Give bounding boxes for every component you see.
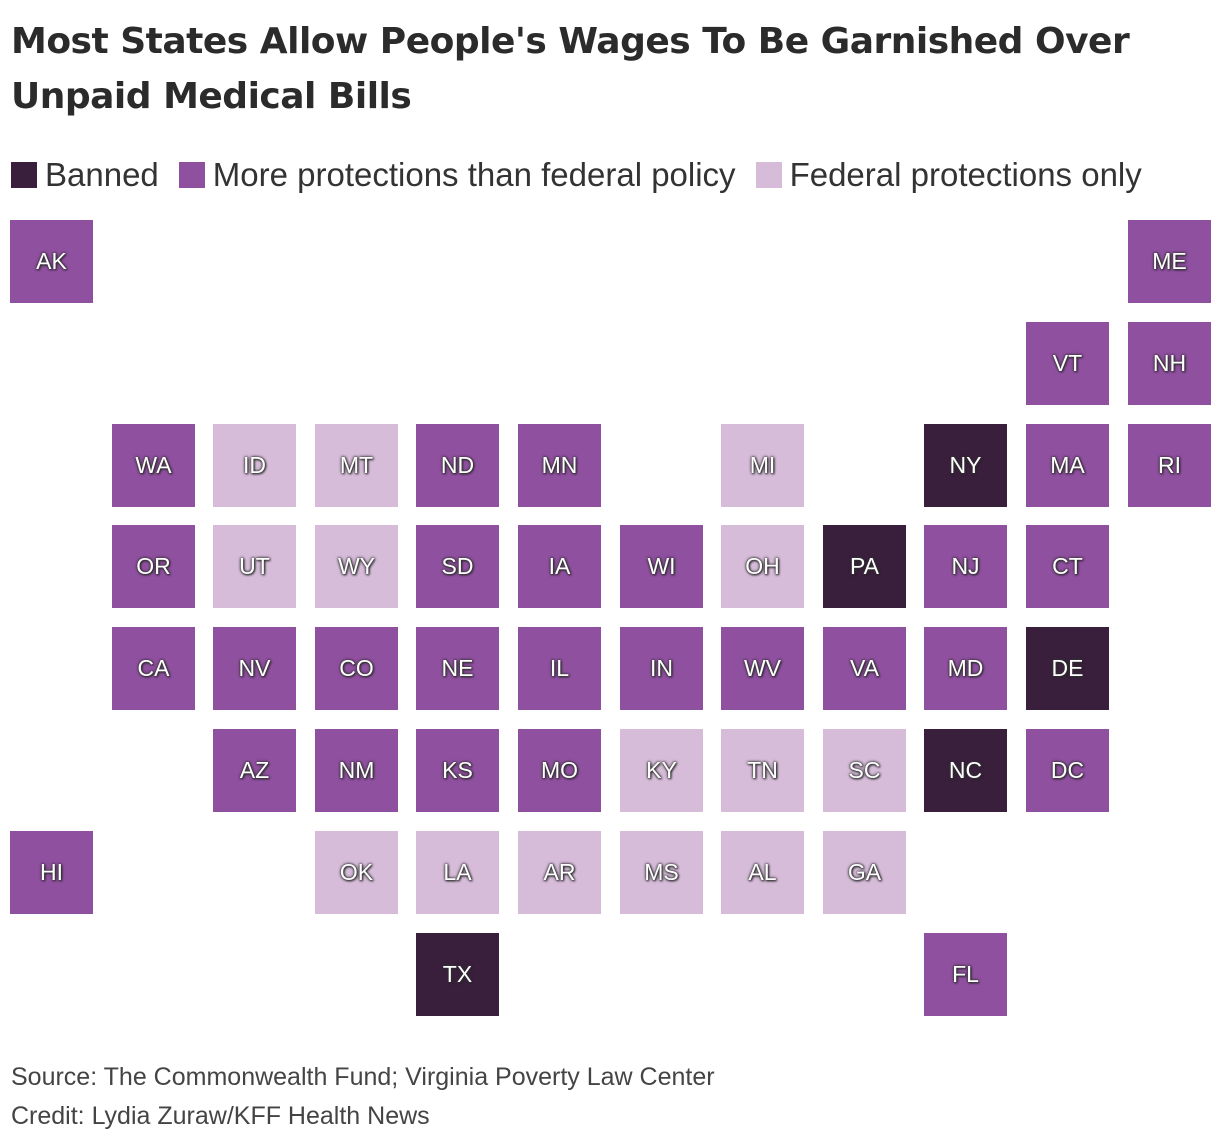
state-tile-nm[interactable]: NM bbox=[315, 729, 398, 812]
state-tile-il[interactable]: IL bbox=[518, 627, 601, 710]
state-tile-md[interactable]: MD bbox=[924, 627, 1007, 710]
state-tile-nd[interactable]: ND bbox=[416, 424, 499, 507]
state-tile-nh[interactable]: NH bbox=[1128, 322, 1211, 405]
state-tile-me[interactable]: ME bbox=[1128, 220, 1211, 303]
state-tile-ri[interactable]: RI bbox=[1128, 424, 1211, 507]
state-tile-wa[interactable]: WA bbox=[112, 424, 195, 507]
legend-label-more-protections: More protections than federal policy bbox=[212, 156, 736, 193]
state-tile-ky[interactable]: KY bbox=[620, 729, 703, 812]
state-tile-wv[interactable]: WV bbox=[721, 627, 804, 710]
state-tile-nv[interactable]: NV bbox=[213, 627, 296, 710]
state-tile-hi[interactable]: HI bbox=[10, 831, 93, 914]
chart-title: Most States Allow People's Wages To Be G… bbox=[11, 21, 1130, 117]
state-tile-sd[interactable]: SD bbox=[416, 525, 499, 608]
state-tile-ne[interactable]: NE bbox=[416, 627, 499, 710]
legend-label-banned: Banned bbox=[45, 156, 159, 193]
state-tile-wi[interactable]: WI bbox=[620, 525, 703, 608]
state-tile-ar[interactable]: AR bbox=[518, 831, 601, 914]
state-tile-sc[interactable]: SC bbox=[823, 729, 906, 812]
legend-swatch-banned bbox=[11, 162, 37, 188]
legend-swatch-more-protections bbox=[178, 162, 205, 188]
legend-item-banned: Banned bbox=[11, 156, 159, 194]
state-tile-az[interactable]: AZ bbox=[213, 729, 296, 812]
state-tile-mi[interactable]: MI bbox=[721, 424, 804, 507]
legend: Banned More protections than federal pol… bbox=[11, 152, 1162, 198]
state-tile-ca[interactable]: CA bbox=[112, 627, 195, 710]
state-tile-tx[interactable]: TX bbox=[416, 933, 499, 1016]
footer: Source: The Commonwealth Fund; Virginia … bbox=[11, 1058, 715, 1136]
state-tile-al[interactable]: AL bbox=[721, 831, 804, 914]
state-tile-oh[interactable]: OH bbox=[721, 525, 804, 608]
state-tile-ct[interactable]: CT bbox=[1026, 525, 1109, 608]
state-tile-id[interactable]: ID bbox=[213, 424, 296, 507]
state-tile-or[interactable]: OR bbox=[112, 525, 195, 608]
state-tile-nc[interactable]: NC bbox=[924, 729, 1007, 812]
legend-label-federal-only: Federal protections only bbox=[789, 156, 1142, 193]
state-tile-la[interactable]: LA bbox=[416, 831, 499, 914]
state-tile-dc[interactable]: DC bbox=[1026, 729, 1109, 812]
state-tile-ga[interactable]: GA bbox=[823, 831, 906, 914]
state-tile-co[interactable]: CO bbox=[315, 627, 398, 710]
legend-swatch-federal-only bbox=[755, 162, 782, 188]
state-tile-va[interactable]: VA bbox=[823, 627, 906, 710]
state-tile-nj[interactable]: NJ bbox=[924, 525, 1007, 608]
credit-note: Credit: Lydia Zuraw/KFF Health News bbox=[11, 1102, 430, 1130]
state-tile-ok[interactable]: OK bbox=[315, 831, 398, 914]
state-tile-de[interactable]: DE bbox=[1026, 627, 1109, 710]
state-tile-ks[interactable]: KS bbox=[416, 729, 499, 812]
state-tile-in[interactable]: IN bbox=[620, 627, 703, 710]
state-tile-ms[interactable]: MS bbox=[620, 831, 703, 914]
state-tile-mn[interactable]: MN bbox=[518, 424, 601, 507]
legend-item-federal-only: Federal protections only bbox=[755, 156, 1142, 194]
state-tile-tn[interactable]: TN bbox=[721, 729, 804, 812]
state-tile-wy[interactable]: WY bbox=[315, 525, 398, 608]
state-tile-mo[interactable]: MO bbox=[518, 729, 601, 812]
state-tile-ak[interactable]: AK bbox=[10, 220, 93, 303]
legend-item-more-protections: More protections than federal policy bbox=[178, 156, 736, 194]
state-tile-ma[interactable]: MA bbox=[1026, 424, 1109, 507]
state-tile-ut[interactable]: UT bbox=[213, 525, 296, 608]
state-tile-pa[interactable]: PA bbox=[823, 525, 906, 608]
state-tile-mt[interactable]: MT bbox=[315, 424, 398, 507]
state-tile-fl[interactable]: FL bbox=[924, 933, 1007, 1016]
state-tile-ny[interactable]: NY bbox=[924, 424, 1007, 507]
state-tile-vt[interactable]: VT bbox=[1026, 322, 1109, 405]
state-tile-ia[interactable]: IA bbox=[518, 525, 601, 608]
source-note: Source: The Commonwealth Fund; Virginia … bbox=[11, 1063, 715, 1091]
